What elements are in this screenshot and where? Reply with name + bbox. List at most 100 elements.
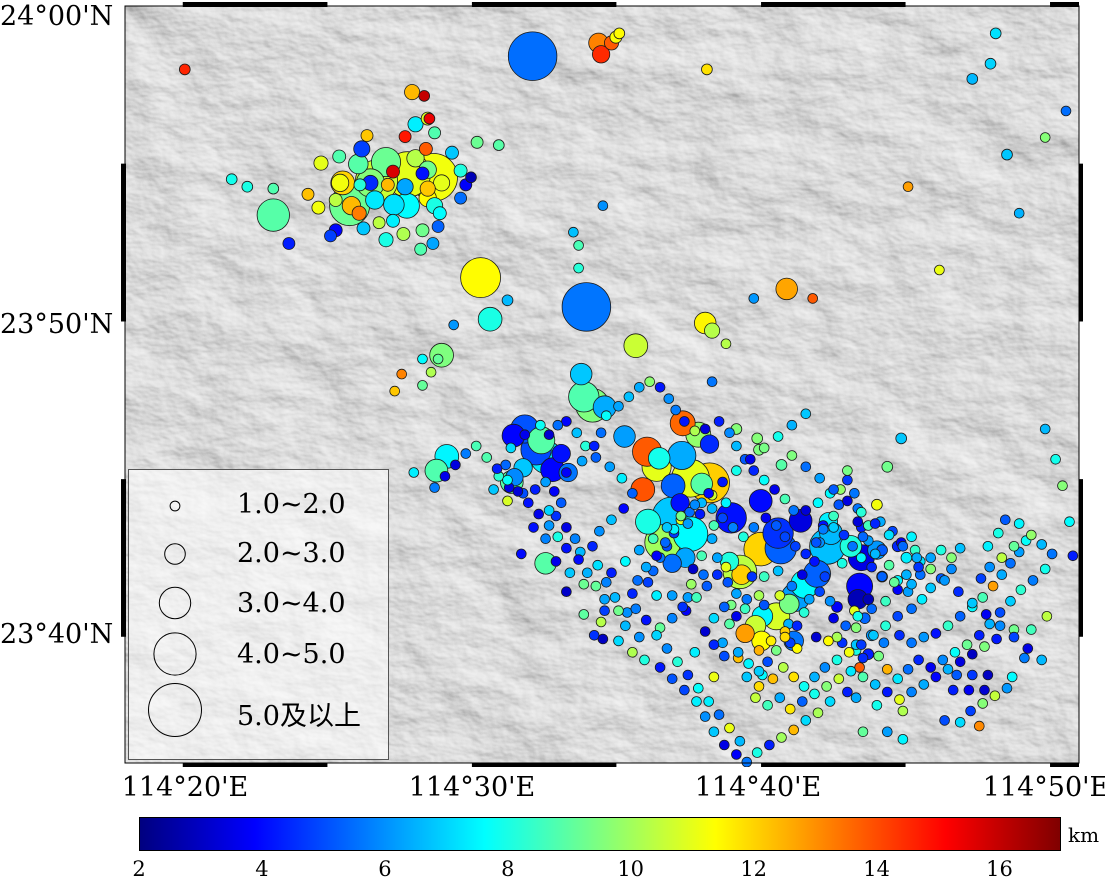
earthquake-event-565 <box>620 556 631 567</box>
earthquake-event-188 <box>831 631 843 643</box>
earthquake-event-500 <box>824 696 836 707</box>
earthquake-event-261 <box>590 452 602 463</box>
colorbar-tick-2: 2 <box>132 857 146 881</box>
earthquake-event-400 <box>942 620 954 632</box>
earthquake-event-138 <box>591 45 611 64</box>
earthquake-event-419 <box>1046 548 1058 560</box>
earthquake-event-376 <box>828 522 839 533</box>
earthquake-event-501 <box>812 707 824 719</box>
magnitude-legend: 1.0~2.0 2.0~3.0 3.0~4.0 4.0~5.0 5.0及以上 <box>128 469 389 760</box>
earthquake-event-260 <box>604 461 616 473</box>
earthquake-event-96 <box>386 164 400 179</box>
earthquake-event-372 <box>790 540 801 552</box>
earthquake-event-117 <box>414 242 428 256</box>
earthquake-event-600 <box>947 684 959 696</box>
earthquake-event-108 <box>313 155 329 171</box>
earthquake-event-328 <box>824 595 836 607</box>
frame-tick-top-0 <box>182 2 328 7</box>
earthquake-event-255 <box>594 525 605 537</box>
earthquake-event-283 <box>561 467 572 478</box>
earthquake-event-155 <box>425 366 437 378</box>
earthquake-event-581 <box>814 472 825 484</box>
earthquake-event-74 <box>699 434 720 454</box>
earthquake-event-127 <box>282 237 296 250</box>
earthquake-event-157 <box>389 385 401 397</box>
earthquake-event-413 <box>982 540 994 552</box>
frame-tick-top-2 <box>761 2 906 7</box>
earthquake-event-337 <box>743 658 754 669</box>
earthquake-event-451 <box>774 692 786 703</box>
earthquake-event-445 <box>777 662 789 673</box>
map-frame <box>121 2 1083 767</box>
frame-tick-bottom-2 <box>761 763 906 767</box>
earthquake-event-291 <box>644 376 655 388</box>
earthquake-event-439 <box>843 646 855 658</box>
earthquake-event-356 <box>627 588 638 599</box>
earthquake-event-231 <box>708 520 720 531</box>
earthquake-event-306 <box>788 505 799 516</box>
colorbar-tick-12: 12 <box>740 857 768 881</box>
earthquake-event-455 <box>821 681 832 692</box>
earthquake-event-472 <box>1041 610 1053 622</box>
earthquake-event-348 <box>711 569 723 580</box>
earthquake-event-452 <box>784 703 796 715</box>
earthquake-event-430 <box>925 662 936 673</box>
earthquake-event-538 <box>488 484 499 495</box>
earthquake-event-136 <box>465 171 477 184</box>
earthquake-event-264 <box>561 416 572 427</box>
earthquake-event-268 <box>519 429 531 441</box>
earthquake-event-443 <box>798 681 810 692</box>
earthquake-event-368 <box>748 522 760 533</box>
earthquake-event-81 <box>348 153 369 175</box>
earthquake-event-162 <box>748 293 760 304</box>
earthquake-event-456 <box>833 673 845 685</box>
colorbar-tick-10: 10 <box>617 857 645 881</box>
earthquake-event-467 <box>966 648 978 660</box>
earthquake-event-584 <box>855 506 867 518</box>
earthquake-event-597 <box>1036 654 1047 666</box>
earthquake-event-436 <box>878 637 890 649</box>
colorbar-tick-16: 16 <box>986 857 1013 881</box>
earthquake-event-317 <box>906 531 917 543</box>
earthquake-event-174 <box>900 551 913 564</box>
earthquake-event-303 <box>758 474 770 486</box>
earthquake-event-338 <box>732 646 744 658</box>
earthquake-event-92 <box>256 198 290 232</box>
depth-colorbar <box>139 817 1061 851</box>
earthquake-event-275 <box>540 476 551 488</box>
frame-tick-top-1 <box>471 2 617 7</box>
earthquake-event-265 <box>552 419 564 431</box>
earthquake-event-107 <box>311 200 326 215</box>
earthquake-event-410 <box>996 552 1008 563</box>
earthquake-event-245 <box>687 563 699 575</box>
earthquake-event-253 <box>592 559 604 571</box>
earthquake-event-422 <box>1015 584 1027 596</box>
map-border <box>124 5 1080 764</box>
earthquake-event-570 <box>689 499 701 511</box>
earthquake-event-406 <box>1005 557 1016 569</box>
earthquake-event-115 <box>396 227 411 241</box>
earthquake-event-578 <box>800 408 812 420</box>
earthquake-event-103 <box>386 213 400 228</box>
earthquake-event-305 <box>779 493 791 505</box>
earthquake-event-80 <box>365 190 385 210</box>
earthquake-event-420 <box>1039 563 1051 575</box>
earthquake-event-355 <box>630 603 642 615</box>
earthquake-event-377 <box>838 529 850 541</box>
earthquake-event-411 <box>984 561 995 573</box>
earthquake-event-529 <box>502 474 513 486</box>
earthquake-event-598 <box>979 684 990 696</box>
earthquake-event-342 <box>708 612 720 624</box>
earthquake-event-53 <box>613 425 636 448</box>
earthquake-event-508 <box>724 722 735 734</box>
earthquake-event-132 <box>418 90 431 102</box>
earthquake-event-346 <box>731 588 742 599</box>
legend-label-3: 3.0~4.0 <box>237 588 346 619</box>
earthquake-event-579 <box>786 450 798 461</box>
earthquake-event-257 <box>618 503 630 514</box>
earthquake-event-397 <box>906 637 917 649</box>
earthquake-event-364 <box>706 503 718 514</box>
earthquake-event-454 <box>809 688 820 700</box>
earthquake-event-553 <box>627 646 638 658</box>
earthquake-event-568 <box>661 522 673 533</box>
